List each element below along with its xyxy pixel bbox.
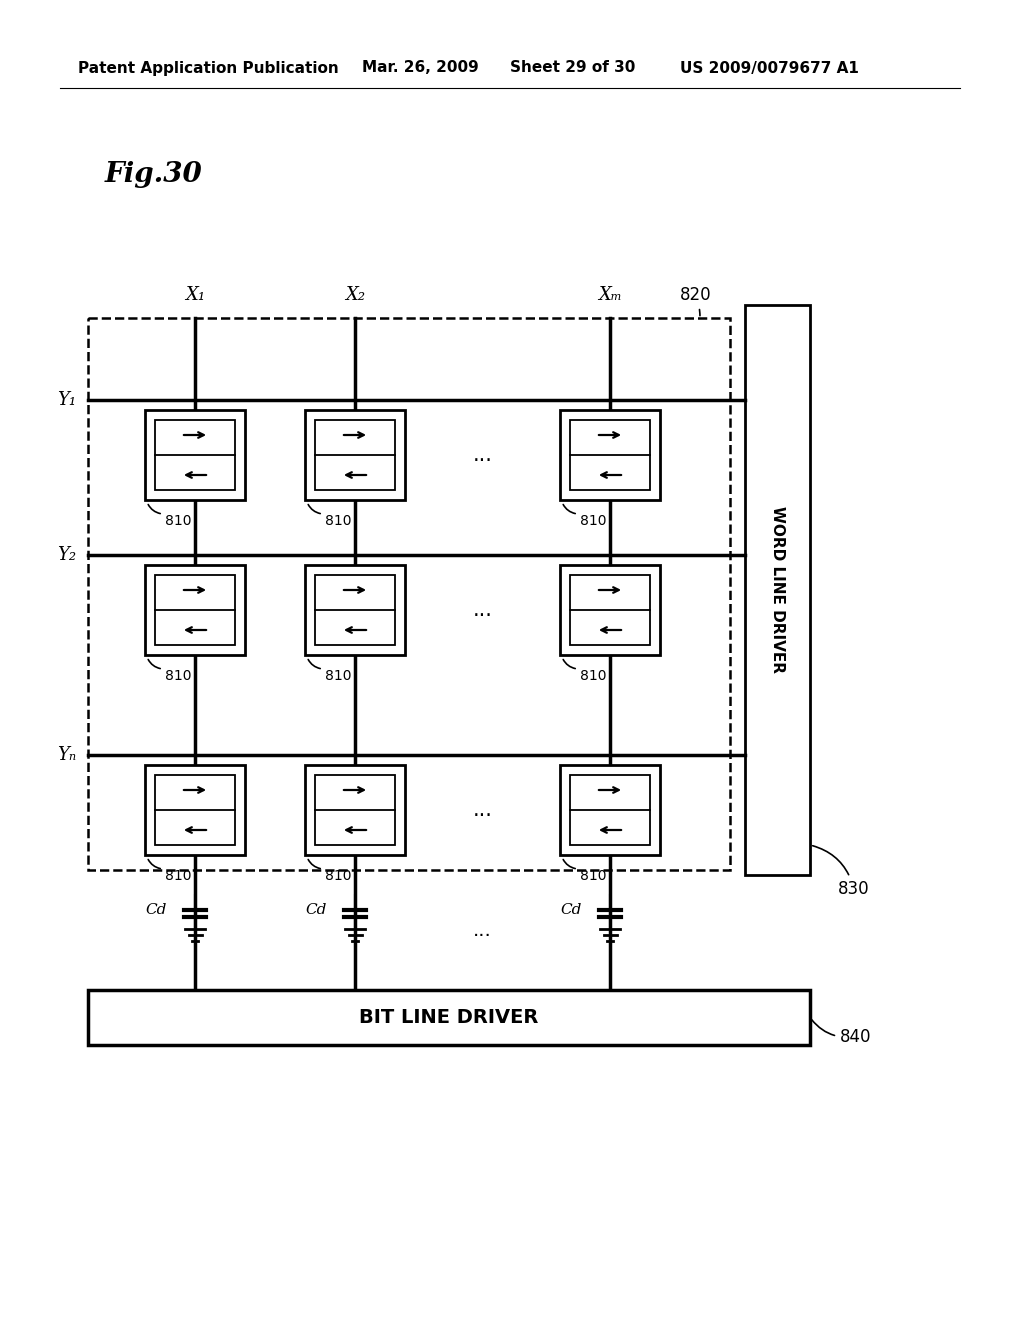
Bar	[570, 420, 650, 490]
Text: Sheet 29 of 30: Sheet 29 of 30	[510, 61, 635, 75]
Text: 820: 820	[680, 286, 712, 317]
Bar	[560, 766, 660, 855]
Text: 810: 810	[580, 869, 606, 883]
Text: ...: ...	[472, 445, 493, 465]
Bar	[315, 775, 395, 845]
Text: Y₁: Y₁	[57, 391, 76, 409]
Text: 810: 810	[165, 669, 191, 682]
Text: 810: 810	[325, 513, 351, 528]
Bar	[155, 775, 234, 845]
Text: ...: ...	[472, 800, 493, 820]
Text: 810: 810	[325, 669, 351, 682]
Text: X₁: X₁	[185, 286, 205, 304]
Text: US 2009/0079677 A1: US 2009/0079677 A1	[680, 61, 859, 75]
Text: 830: 830	[813, 846, 869, 898]
Text: 840: 840	[812, 1019, 871, 1045]
Bar	[305, 411, 406, 500]
Bar	[305, 565, 406, 655]
Bar	[145, 411, 245, 500]
Text: 810: 810	[580, 513, 606, 528]
Bar	[570, 775, 650, 845]
Text: 810: 810	[165, 869, 191, 883]
Bar	[315, 420, 395, 490]
Text: ⋮: ⋮	[182, 698, 208, 722]
Text: 810: 810	[165, 513, 191, 528]
Bar	[155, 576, 234, 645]
Text: 810: 810	[325, 869, 351, 883]
Text: Cd: Cd	[145, 903, 167, 917]
Text: Cd: Cd	[560, 903, 582, 917]
Bar	[560, 565, 660, 655]
Bar	[155, 420, 234, 490]
Bar	[315, 576, 395, 645]
Text: Patent Application Publication: Patent Application Publication	[78, 61, 339, 75]
Bar	[305, 766, 406, 855]
Text: Fig.30: Fig.30	[105, 161, 203, 189]
Text: Xₘ: Xₘ	[598, 286, 622, 304]
Text: Cd: Cd	[305, 903, 327, 917]
Bar	[145, 766, 245, 855]
Text: BIT LINE DRIVER: BIT LINE DRIVER	[359, 1008, 539, 1027]
Text: X₂: X₂	[345, 286, 366, 304]
Bar	[560, 411, 660, 500]
Text: ...: ...	[472, 601, 493, 620]
Text: ⋮: ⋮	[597, 698, 623, 722]
Text: Mar. 26, 2009: Mar. 26, 2009	[362, 61, 479, 75]
Bar	[88, 318, 730, 870]
Text: ...: ...	[473, 920, 492, 940]
Text: WORD LINE DRIVER: WORD LINE DRIVER	[770, 507, 785, 673]
Text: 810: 810	[580, 669, 606, 682]
Bar	[745, 305, 810, 875]
Text: ⋮: ⋮	[342, 698, 368, 722]
Text: Y₂: Y₂	[57, 546, 76, 564]
Text: Yₙ: Yₙ	[57, 746, 76, 764]
Bar	[145, 565, 245, 655]
Bar	[570, 576, 650, 645]
Bar	[88, 990, 810, 1045]
